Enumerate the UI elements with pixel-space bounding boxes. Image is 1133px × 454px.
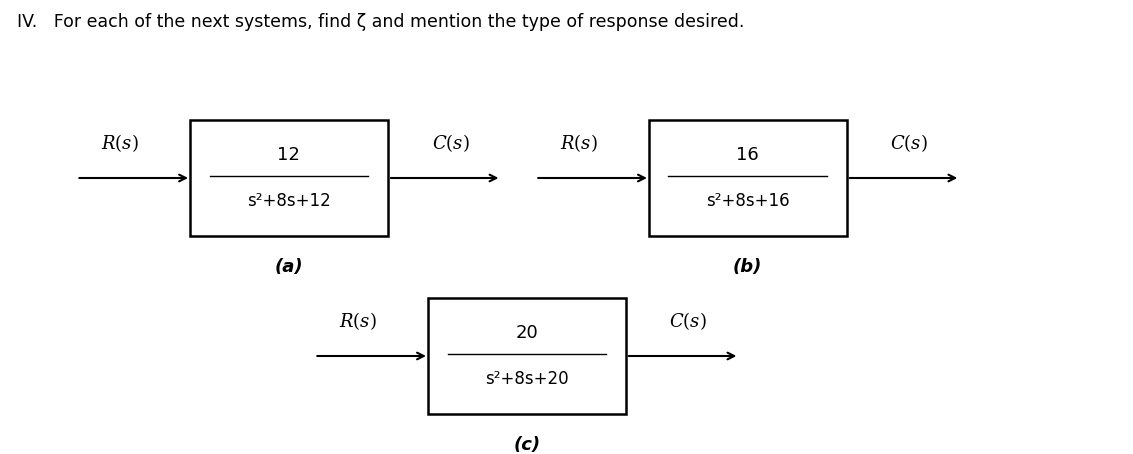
Text: IV.   For each of the next systems, find ζ and mention the type of response desi: IV. For each of the next systems, find ζ… xyxy=(17,13,744,31)
Text: $C(s)$: $C(s)$ xyxy=(432,132,469,153)
Bar xyxy=(428,298,625,414)
Bar xyxy=(190,120,387,236)
Text: (b): (b) xyxy=(733,258,763,276)
Text: 16: 16 xyxy=(736,146,759,164)
Text: $R(s)$: $R(s)$ xyxy=(339,310,376,331)
Text: (c): (c) xyxy=(513,436,540,454)
Text: $R(s)$: $R(s)$ xyxy=(101,132,138,153)
Bar xyxy=(648,120,847,236)
Text: s²+8s+16: s²+8s+16 xyxy=(706,192,790,210)
Text: 12: 12 xyxy=(278,146,300,164)
Text: $R(s)$: $R(s)$ xyxy=(560,132,597,153)
Text: s²+8s+12: s²+8s+12 xyxy=(247,192,331,210)
Text: 20: 20 xyxy=(516,324,538,342)
Text: $C(s)$: $C(s)$ xyxy=(670,310,707,331)
Text: (a): (a) xyxy=(274,258,304,276)
Text: s²+8s+20: s²+8s+20 xyxy=(485,370,569,388)
Text: $C(s)$: $C(s)$ xyxy=(891,132,928,153)
